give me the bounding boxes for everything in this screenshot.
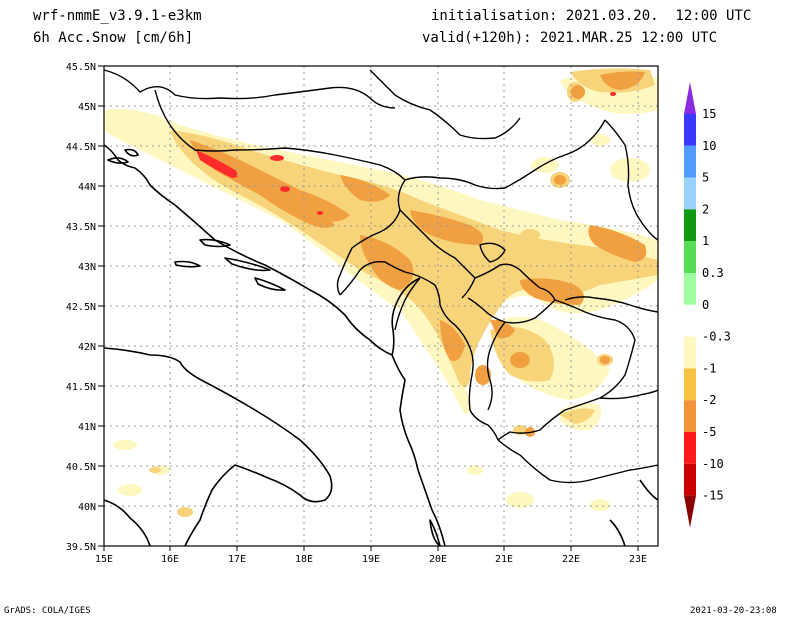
colorbar-segment — [684, 209, 696, 242]
colorbar-segment — [684, 400, 696, 432]
colorbar-segment — [684, 114, 696, 146]
colorbar: 15 10 5 2 1 0.3 0 -0.3 -1 -2 -5 -10 -15 — [684, 82, 731, 528]
colorbar-segment — [684, 177, 696, 210]
lat-label-45: 45N — [78, 102, 96, 113]
lon-label-15: 15E — [95, 554, 113, 565]
colorbar-segment — [684, 273, 696, 305]
lat-label-40-5: 40.5N — [66, 462, 96, 473]
footer-right: 2021-03-20-23:08 — [690, 606, 777, 616]
colorbar-label: -10 — [702, 457, 724, 471]
valid-time: valid(+120h): 2021.MAR.25 12:00 UTC — [422, 30, 718, 46]
colorbar-label: 5 — [702, 171, 709, 185]
colorbar-segment — [684, 432, 696, 464]
lon-label-17: 17E — [228, 554, 246, 565]
colorbar-label: 15 — [702, 107, 716, 121]
colorbar-label: -1 — [702, 361, 716, 375]
colorbar-label: -5 — [702, 425, 716, 439]
colorbar-segment — [684, 304, 696, 337]
lat-label-44: 44N — [78, 182, 96, 193]
lat-label-40: 40N — [78, 502, 96, 513]
colorbar-label: -2 — [702, 393, 716, 407]
colorbar-top-arrow — [684, 82, 696, 114]
colorbar-segment — [684, 463, 696, 496]
lat-label-43-5: 43.5N — [66, 222, 96, 233]
lon-label-19: 19E — [362, 554, 380, 565]
colorbar-label: 2 — [702, 202, 709, 216]
colorbar-segment — [684, 336, 696, 369]
coastlines — [103, 144, 659, 547]
lat-label-45-5: 45.5N — [66, 62, 96, 73]
colorbar-label: 1 — [702, 234, 709, 248]
colorbar-segment — [684, 368, 696, 401]
colorbar-label: 0 — [702, 298, 709, 312]
field-title: 6h Acc.Snow [cm/6h] — [33, 30, 194, 46]
lon-axis: 15E 16E 17E 18E 19E 20E 21E 22E 23E — [95, 546, 647, 565]
lon-label-20: 20E — [429, 554, 447, 565]
colorbar-segment — [684, 145, 696, 178]
colorbar-label: 0.3 — [702, 266, 724, 280]
lon-label-18: 18E — [295, 554, 313, 565]
model-title: wrf-nmmE_v3.9.1-e3km — [33, 8, 202, 24]
lat-label-39-5: 39.5N — [66, 542, 96, 553]
lat-label-42-5: 42.5N — [66, 302, 96, 313]
colorbar-segment — [684, 241, 696, 273]
lat-label-41-5: 41.5N — [66, 382, 96, 393]
colorbar-label: -15 — [702, 489, 724, 503]
init-time: initialisation: 2021.03.20. 12:00 UTC — [431, 8, 752, 24]
lat-label-42: 42N — [78, 342, 96, 353]
country-borders — [103, 69, 659, 484]
lon-label-23: 23E — [629, 554, 647, 565]
colorbar-label: 10 — [702, 139, 716, 153]
snow-strong-areas — [196, 92, 616, 215]
map-panel — [103, 65, 659, 547]
lat-label-41: 41N — [78, 422, 96, 433]
colorbar-bottom-arrow — [684, 495, 696, 528]
lon-label-21: 21E — [495, 554, 513, 565]
lon-label-22: 22E — [562, 554, 580, 565]
colorbar-label: -0.3 — [702, 330, 731, 344]
lat-axis: 45.5N 45N 44.5N 44N 43.5N 43N 42.5N 42N … — [66, 62, 104, 553]
snow-mid-areas — [190, 71, 647, 437]
lon-label-16: 16E — [161, 554, 179, 565]
lat-label-43: 43N — [78, 262, 96, 273]
lat-label-44-5: 44.5N — [66, 142, 96, 153]
footer-left: GrADS: COLA/IGES — [4, 606, 91, 616]
